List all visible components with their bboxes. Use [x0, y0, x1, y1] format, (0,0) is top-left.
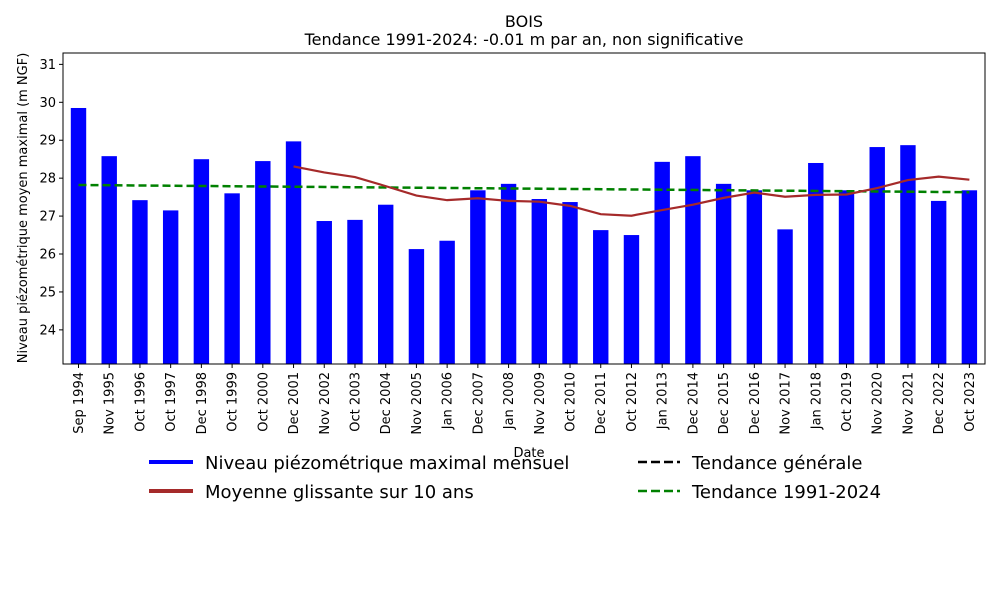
bar [685, 156, 701, 364]
bar [193, 159, 210, 364]
bar [132, 200, 148, 364]
bar [316, 221, 332, 364]
bar [654, 161, 670, 364]
bars-layer [70, 107, 978, 365]
x-tick-label: Jan 2013 [656, 372, 671, 430]
x-tick-label: Nov 2021 [901, 372, 916, 435]
y-axis-label: Niveau piézométrique moyen maximal (m NG… [16, 53, 31, 364]
y-tick-label: 25 [39, 285, 56, 300]
x-tick-label: Dec 2016 [748, 372, 763, 434]
x-tick-label: Nov 1995 [103, 372, 118, 435]
x-tick-label: Dec 2001 [287, 372, 302, 434]
x-tick-label: Dec 2007 [471, 372, 486, 434]
plot-frame [62, 52, 986, 365]
x-tick-label: Jan 2006 [441, 372, 456, 430]
legend-label-bars: Niveau piézométrique maximal mensuel [205, 453, 569, 474]
bar [777, 229, 793, 364]
x-tick-label: Oct 2023 [963, 372, 978, 432]
x-tick-label: Nov 2009 [533, 372, 548, 435]
bar [500, 183, 517, 364]
y-tick-label: 26 [39, 248, 56, 263]
bar [930, 200, 947, 364]
legend-label-moving-average: Moyenne glissante sur 10 ans [205, 482, 474, 503]
x-tick-label: Nov 2017 [779, 372, 794, 435]
y-tick-label: 31 [39, 58, 56, 73]
y-tick-label: 27 [39, 210, 56, 225]
x-tick-label: Dec 2015 [717, 372, 732, 434]
chart-subtitle: Tendance 1991-2024: -0.01 m par an, non … [304, 30, 744, 49]
x-tick-label: Oct 1996 [133, 372, 148, 432]
y-axis: 24 25 26 27 28 29 30 31 [39, 58, 63, 338]
bar [531, 199, 547, 364]
bar [593, 230, 609, 364]
bar [408, 249, 425, 364]
x-tick-label: Dec 2004 [379, 372, 394, 434]
bar [224, 193, 240, 364]
x-tick-label: Jan 2018 [809, 372, 824, 430]
x-tick-label: Dec 2014 [686, 372, 701, 434]
x-tick-label: Sep 1994 [72, 372, 87, 434]
x-tick-label: Jan 2008 [502, 372, 517, 430]
bar [623, 235, 640, 364]
bar [562, 202, 578, 364]
bar [70, 107, 87, 365]
bar [101, 156, 117, 364]
x-tick-label: Nov 2020 [871, 372, 886, 435]
legend: Niveau piézométrique maximal mensuel Moy… [149, 453, 881, 503]
x-axis: Sep 1994 Nov 1995 Oct 1996 Oct 1997 Dec 1998… [72, 364, 978, 435]
bar [285, 141, 302, 364]
bar [162, 210, 179, 364]
moving-average-line [293, 165, 970, 217]
bar [470, 190, 486, 364]
bar [746, 190, 763, 364]
bar [900, 145, 916, 364]
y-tick-label: 24 [39, 323, 56, 338]
y-tick-label: 28 [39, 172, 56, 187]
legend-label-trend-1991-2024: Tendance 1991-2024 [691, 482, 881, 503]
x-tick-label: Dec 2022 [932, 372, 947, 434]
x-tick-label: Oct 2003 [348, 372, 363, 432]
chart-title: BOIS [505, 12, 543, 31]
bar [961, 190, 978, 364]
lines-layer [78, 165, 970, 217]
bar [255, 161, 271, 364]
x-tick-label: Oct 2010 [564, 372, 579, 432]
bar [715, 183, 732, 364]
bar [347, 219, 363, 364]
x-tick-label: Nov 2002 [318, 372, 333, 435]
x-axis-label: Date [513, 446, 544, 461]
trend-1991-2024-line [78, 183, 970, 194]
x-tick-label: Dec 1998 [195, 372, 210, 434]
x-tick-label: Nov 2005 [410, 372, 425, 435]
x-tick-label: Oct 2012 [625, 372, 640, 432]
x-tick-label: Oct 2000 [256, 372, 271, 432]
bar [869, 147, 885, 364]
x-tick-label: Dec 2011 [594, 372, 609, 434]
x-tick-label: Oct 1997 [164, 372, 179, 432]
y-tick-label: 29 [39, 134, 56, 149]
bar [439, 240, 455, 364]
bar [378, 204, 394, 364]
legend-label-general-trend: Tendance générale [691, 453, 862, 474]
x-tick-label: Oct 2019 [840, 372, 855, 432]
bar [838, 190, 855, 364]
y-tick-label: 30 [39, 96, 56, 111]
bar [808, 162, 824, 364]
x-tick-label: Oct 1999 [226, 372, 241, 432]
